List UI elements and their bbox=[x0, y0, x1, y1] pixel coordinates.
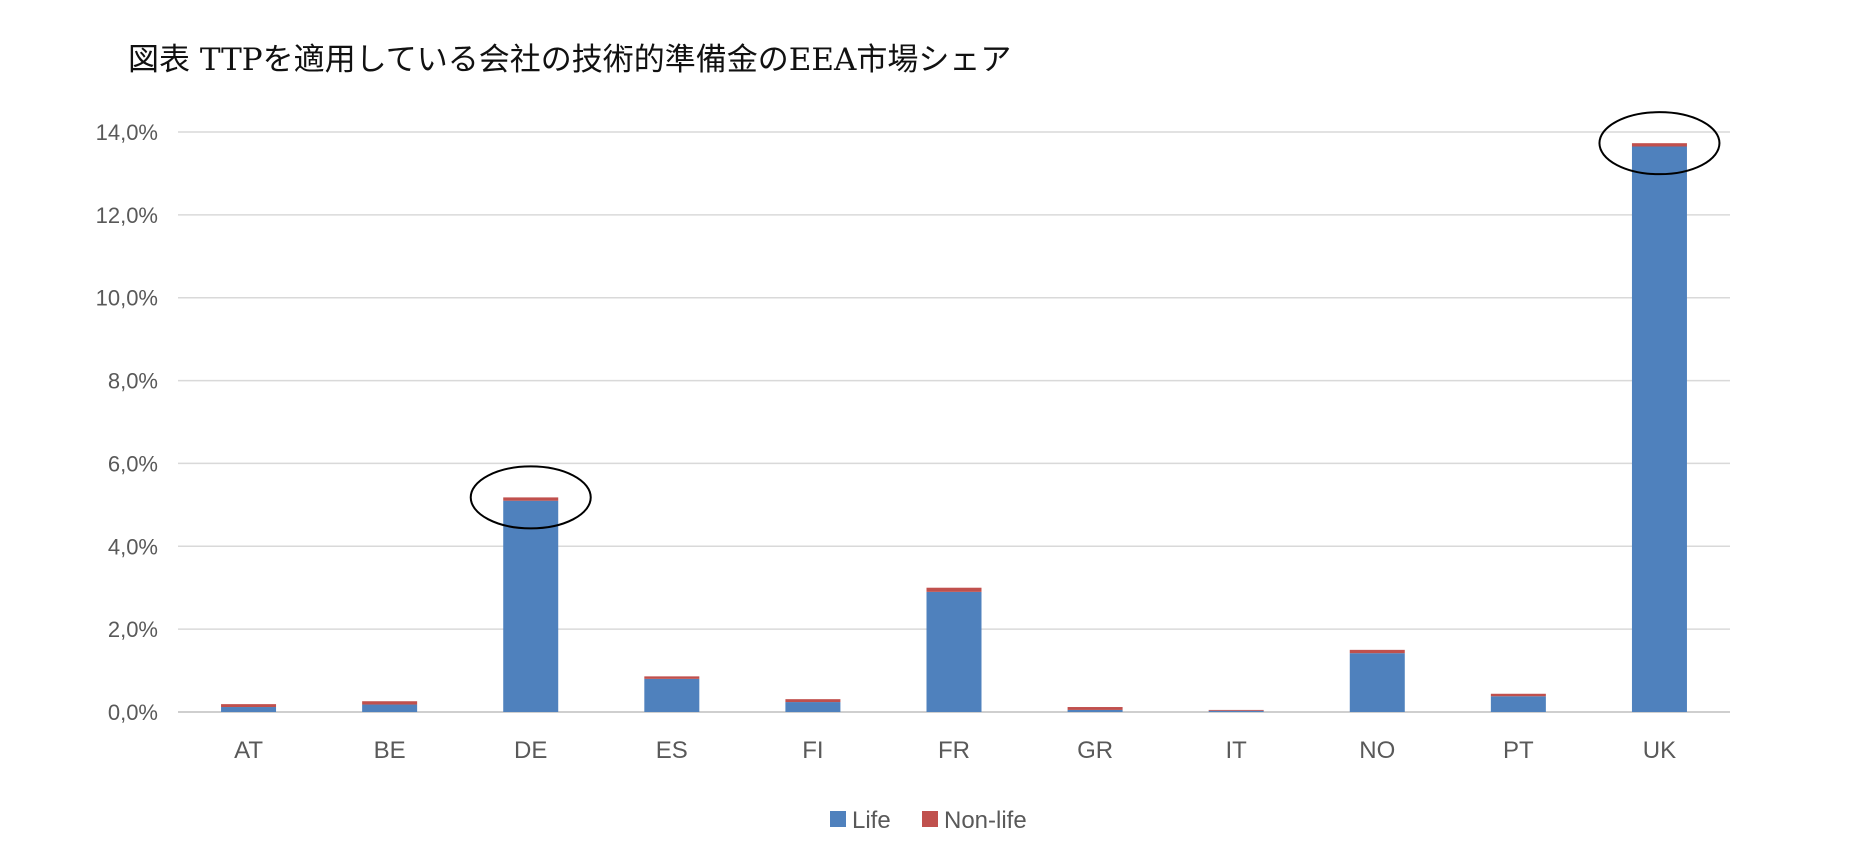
legend-label: Life bbox=[852, 807, 891, 834]
bar-life-fi bbox=[785, 702, 841, 712]
y-tick-label: 2,0% bbox=[108, 617, 158, 642]
bar-life-no bbox=[1349, 653, 1405, 712]
bar-life-be bbox=[362, 704, 418, 712]
y-axis-ticks: 0,0% 2,0% 4,0% 6,0% 8,0% 10,0% 12,0% 14,0% bbox=[96, 120, 158, 725]
legend: Life Non-life bbox=[830, 807, 1027, 834]
x-tick-label: FR bbox=[938, 737, 970, 764]
y-tick-label: 0,0% bbox=[108, 700, 158, 725]
bar-life-de bbox=[503, 500, 559, 712]
x-tick-label: NO bbox=[1359, 737, 1395, 764]
x-tick-label: ES bbox=[656, 737, 688, 764]
x-tick-label: BE bbox=[374, 737, 406, 764]
bar-life-it bbox=[1208, 710, 1264, 712]
y-tick-label: 4,0% bbox=[108, 534, 158, 559]
x-tick-label: DE bbox=[514, 737, 547, 764]
bar-non-life-es bbox=[644, 676, 700, 679]
bar-life-gr bbox=[1067, 709, 1123, 712]
x-tick-label: AT bbox=[234, 737, 263, 764]
x-tick-label: GR bbox=[1077, 737, 1113, 764]
bar-life-pt bbox=[1490, 696, 1546, 712]
x-tick-label: FI bbox=[802, 737, 823, 764]
bar-non-life-de bbox=[503, 497, 559, 501]
annotation-ellipse bbox=[469, 465, 592, 530]
legend-label: Non-life bbox=[944, 807, 1027, 834]
bar-life-es bbox=[644, 678, 700, 712]
bars bbox=[221, 143, 1687, 712]
x-tick-label: UK bbox=[1643, 737, 1676, 764]
legend-swatch-non-life bbox=[922, 811, 938, 827]
legend-swatch-life bbox=[830, 811, 846, 827]
bar-non-life-at bbox=[221, 704, 277, 708]
bar-non-life-fi bbox=[785, 699, 841, 703]
bar-life-fr bbox=[926, 591, 982, 712]
y-tick-label: 12,0% bbox=[96, 203, 158, 228]
bar-non-life-pt bbox=[1490, 693, 1546, 697]
bar-non-life-no bbox=[1349, 649, 1405, 654]
chart-title: 図表 TTPを適用している会社の技術的準備金のEEA市場シェア bbox=[128, 42, 1012, 78]
bar-life-at bbox=[221, 707, 277, 712]
bar-life-uk bbox=[1631, 146, 1687, 712]
y-tick-label: 8,0% bbox=[108, 369, 158, 394]
y-tick-label: 10,0% bbox=[96, 286, 158, 311]
x-tick-label: PT bbox=[1503, 737, 1534, 764]
x-tick-label: IT bbox=[1226, 737, 1248, 764]
bar-non-life-gr bbox=[1067, 707, 1123, 710]
annotations bbox=[469, 111, 1721, 530]
y-tick-label: 6,0% bbox=[108, 451, 158, 476]
y-tick-label: 14,0% bbox=[96, 120, 158, 145]
bar-non-life-it bbox=[1208, 709, 1264, 711]
annotation-ellipse bbox=[1598, 111, 1721, 176]
bar-non-life-fr bbox=[926, 587, 982, 592]
bar-non-life-be bbox=[362, 701, 418, 705]
bar-non-life-uk bbox=[1631, 143, 1687, 147]
x-axis-ticks: AT BE DE ES FI FR GR IT NO PT UK bbox=[234, 737, 1676, 764]
